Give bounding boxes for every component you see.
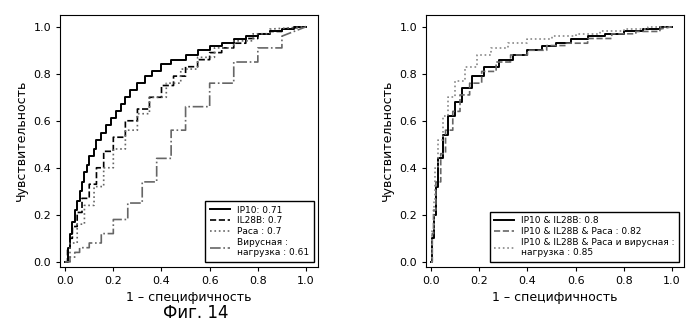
Text: Фиг. 14: Фиг. 14 <box>163 304 229 322</box>
X-axis label: 1 – специфичность: 1 – специфичность <box>127 291 252 304</box>
Legend: IP10 & IL28B: 0.8, IP10 & IL28B & Раса : 0.82, IP10 & IL28B & Раса и вирусная :
: IP10 & IL28B: 0.8, IP10 & IL28B & Раса :… <box>490 212 679 262</box>
Legend: IP10: 0.71, IL28B: 0.7, Раса : 0.7, Вирусная :
нагрузка : 0.61: IP10: 0.71, IL28B: 0.7, Раса : 0.7, Виру… <box>206 201 314 262</box>
X-axis label: 1 – специфичность: 1 – специфичность <box>492 291 618 304</box>
Y-axis label: Чувствительность: Чувствительность <box>381 80 394 202</box>
Y-axis label: Чувствительность: Чувствительность <box>15 80 28 202</box>
